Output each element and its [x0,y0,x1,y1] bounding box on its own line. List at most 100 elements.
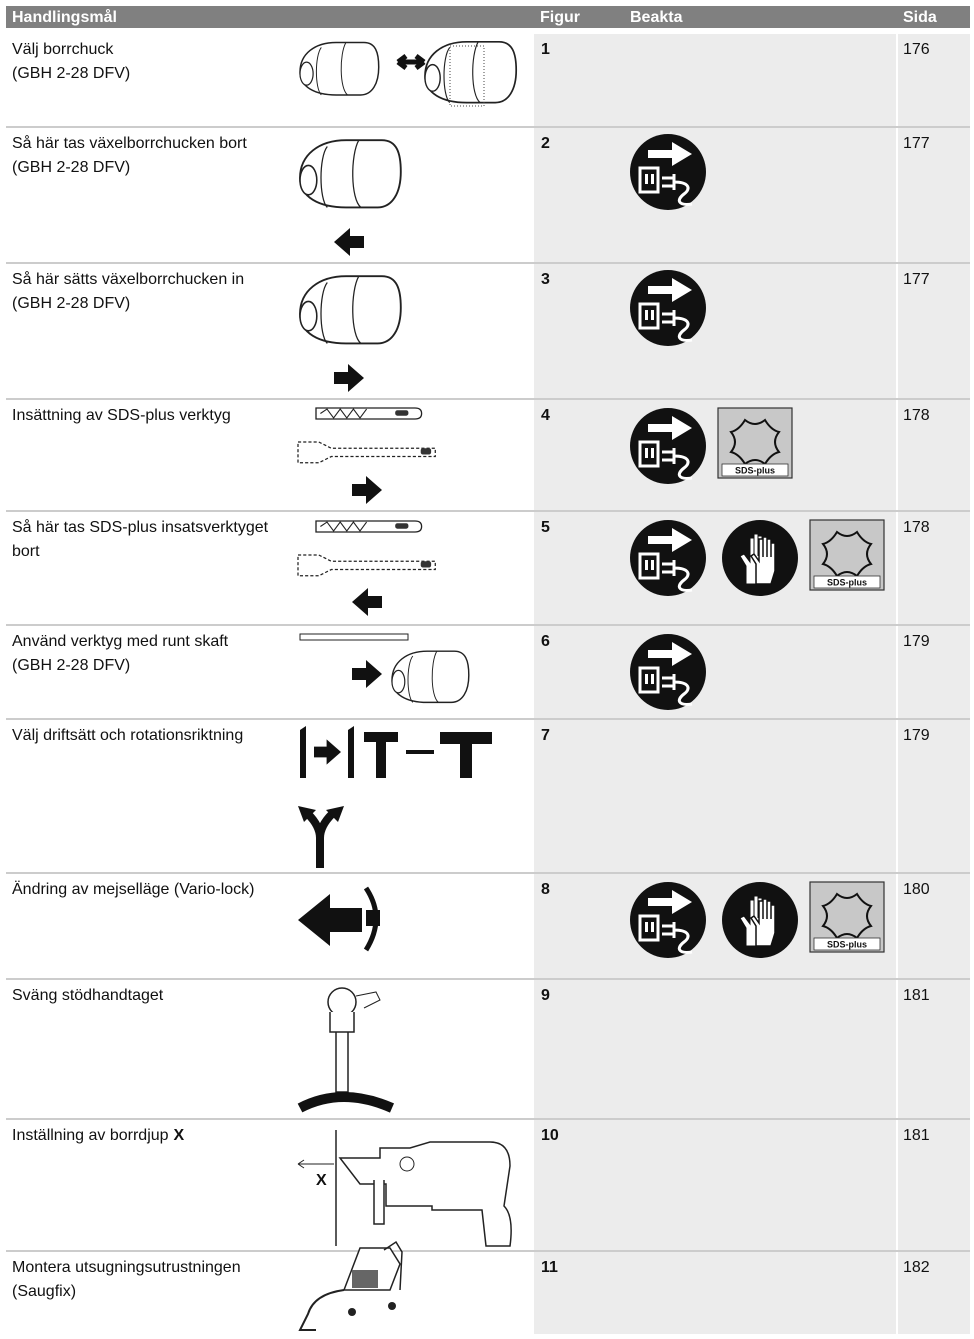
sds-label: SDS-plus [827,577,867,587]
action-line: Inställning av borrdjup [12,1127,169,1144]
figure-number: 7 [541,727,550,744]
action-line: (GBH 2-28 DFV) [12,657,130,674]
table-row: Välj borrchuck (GBH 2-28 DFV) 1 176 [12,34,970,126]
sds-label: SDS-plus [735,465,775,475]
action-line: (GBH 2-28 DFV) [12,159,130,176]
header-action: Handlingsmål [12,8,117,26]
header-figure: Figur [540,9,580,26]
header-page: Sida [903,9,937,26]
action-text: Så här tas växelborrchucken bort [12,134,247,152]
table-row: Använd verktyg med runt skaft (GBH 2-28 D… [6,624,970,718]
figure-cell-bg [534,34,896,126]
figure-7 [298,726,492,868]
table-row: Välj driftsätt och rotationsriktning 7 179 [6,718,970,872]
action-text: Montera utsugningsutrustningen [12,1259,241,1276]
page-cell-bg [898,1252,970,1334]
page-cell-bg [898,980,970,1118]
page-number: 179 [903,633,930,650]
figure-number: 11 [541,1259,558,1276]
action-line: Välj driftsätt och rotationsriktning [12,727,243,744]
page-number: 179 [903,727,930,744]
page-cell-bg [898,400,970,510]
unplug-icon [628,268,708,348]
figure-10: X [297,1130,512,1247]
page-number: 181 [903,1127,930,1144]
table-row: Sväng stödhandtaget 9 181 [6,978,970,1118]
action-line: Ändring av mejselläge (Vario-lock) [12,880,254,898]
figure-1 [299,40,518,107]
action-text: (GBH 2-28 DFV) [12,159,130,176]
table-row: Så här sätts växelborrchucken in (GBH 2-2… [6,262,970,398]
sds-label: SDS-plus [827,939,867,949]
action-text: Inställning av borrdjup X [12,1127,185,1144]
page-number: 178 [903,407,930,424]
header-bar [6,6,970,28]
figure-cell-bg [534,720,896,872]
header-notes: Beakta [630,9,683,26]
page-number: 178 [903,519,930,536]
action-text: Så här sätts växelborrchucken in [12,270,244,288]
action-line: Insättning av SDS-plus verktyg [12,407,231,424]
action-text: Ändring av mejselläge (Vario-lock) [12,880,254,898]
gloves-icon [721,881,799,959]
page-number: 177 [903,271,930,288]
page-cell-bg [898,512,970,624]
action-line: Sväng stödhandtaget [12,987,164,1004]
figure-cell-bg [534,980,896,1118]
figure-number: 5 [541,519,550,536]
action-line: Montera utsugningsutrustningen [12,1259,241,1276]
figure-5 [297,520,436,616]
action-line: Så här tas SDS-plus insatsverktyget [12,518,269,536]
figure-number: 6 [541,633,550,650]
table-row: Så här tas växelborrchucken bort (GBH 2-2… [6,126,970,262]
action-text: Välj borrchuck [12,41,114,58]
figure-number: 8 [541,881,550,898]
page-number: 181 [903,987,930,1004]
action-text: (GBH 2-28 DFV) [12,65,130,82]
action-line: (Saugfix) [12,1283,76,1300]
action-text: Så här tas SDS-plus insatsverktyget [12,518,269,536]
figure-6 [299,633,470,704]
action-text: Sväng stödhandtaget [12,987,164,1004]
unplug-icon [628,132,708,212]
figure-number: 9 [541,987,550,1004]
figure-number: 3 [541,271,550,288]
figure-number: 2 [541,135,550,152]
action-line: Välj borrchuck [12,41,114,58]
page-cell-bg [898,264,970,398]
figure-cell-bg [534,626,896,718]
gloves-icon [721,519,799,597]
figure-number: 1 [541,41,550,58]
figure-cell-bg [534,264,896,398]
page-number: 182 [903,1259,930,1276]
sds-icon: SDS-plus [717,407,793,479]
action-line: Använd verktyg med runt skaft [12,633,229,650]
figure-cell-bg [534,128,896,262]
figure-cell-bg [534,1252,896,1334]
depth-label: X [316,1172,327,1189]
unplug-icon [628,632,708,712]
page-cell-bg [898,720,970,872]
action-line: Så här tas växelborrchucken bort [12,134,247,152]
action-line: Så här sätts växelborrchucken in [12,270,244,288]
action-line: bort [12,543,40,560]
action-line: (GBH 2-28 DFV) [12,295,130,312]
page-number: 176 [903,41,930,58]
action-text: (GBH 2-28 DFV) [12,657,130,674]
figure-cell-bg [534,400,896,510]
page-number: 180 [903,881,930,898]
page-cell-bg [898,34,970,126]
table-row: Inställning av borrdjup X 10 181 [6,1118,970,1250]
figure-4 [297,407,436,504]
sds-icon: SDS-plus [809,881,885,953]
action-text: Använd verktyg med runt skaft [12,633,229,650]
unplug-icon [628,518,708,598]
figure-3 [299,275,402,392]
table-row: Montera utsugningsutrustningen (Saugfix) 1… [6,1250,970,1334]
action-text: Insättning av SDS-plus verktyg [12,407,231,424]
action-line: (GBH 2-28 DFV) [12,65,130,82]
page-cell-bg [898,874,970,978]
action-text: (Saugfix) [12,1283,76,1300]
